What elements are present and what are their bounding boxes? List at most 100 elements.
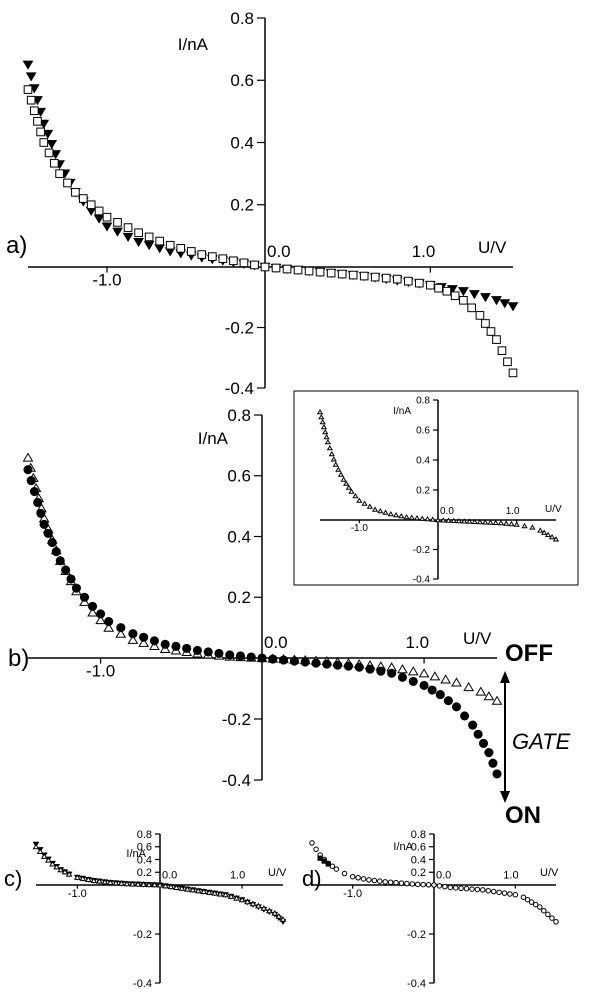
data-point [118, 880, 125, 886]
data-point [497, 519, 505, 526]
data-point [257, 653, 267, 663]
data-point [321, 858, 327, 864]
data-point [371, 506, 379, 512]
x-tick-label: -1.0 [86, 662, 115, 681]
data-point [315, 267, 325, 277]
y-tick-label: 0.8 [416, 396, 430, 407]
data-point [528, 899, 535, 905]
data-point [466, 518, 473, 524]
data-point [520, 894, 527, 900]
x-tick-label: 0.0 [264, 633, 288, 652]
data-point [194, 887, 202, 894]
data-point [463, 885, 470, 892]
data-point [460, 711, 470, 721]
y-tick-label: -0.2 [413, 545, 431, 556]
x-tick-label: 1.0 [412, 242, 436, 261]
data-point [403, 513, 410, 520]
data-point [55, 556, 65, 566]
data-point [246, 652, 256, 662]
panel-b-x-axis-label: U/V [463, 629, 492, 648]
data-point [337, 269, 347, 279]
panel-d-label: d) [302, 866, 322, 891]
data-point [387, 879, 394, 885]
data-point [485, 887, 491, 894]
data-point [289, 656, 299, 666]
data-point [94, 206, 104, 216]
data-point [483, 691, 495, 701]
data-point [382, 509, 389, 515]
data-point [304, 266, 314, 276]
panel-c-axes: -1.0 0.0 1.0 0.80.60.40.2 -0.2 -0.4 [36, 829, 283, 990]
inset-frame [293, 390, 579, 586]
data-point [359, 271, 369, 281]
data-point [88, 601, 98, 611]
y-tick-label: 0.6 [411, 842, 426, 854]
data-point [53, 863, 61, 870]
data-point [469, 886, 475, 892]
y-tick-label: -0.2 [407, 929, 426, 941]
data-point [244, 898, 251, 905]
data-point [55, 169, 64, 178]
data-point [503, 520, 510, 526]
data-point [442, 286, 452, 296]
data-point [484, 748, 494, 758]
data-point [501, 890, 508, 896]
data-point [451, 677, 462, 687]
panel-c-series-1 [32, 843, 287, 922]
data-point [393, 879, 399, 886]
data-point [365, 664, 375, 674]
data-point [43, 528, 53, 539]
data-point [47, 538, 57, 548]
data-point [541, 907, 547, 914]
data-point [182, 643, 192, 653]
data-point [482, 519, 489, 525]
panel-a-x-axis-label: U/V [478, 238, 507, 257]
data-point [473, 729, 483, 739]
data-point [492, 335, 501, 344]
data-point [203, 647, 213, 657]
data-point [541, 529, 548, 535]
data-point [345, 484, 352, 490]
data-point [424, 515, 431, 522]
data-point [86, 200, 96, 210]
data-point [492, 769, 502, 779]
data-point [478, 738, 489, 748]
data-point [377, 507, 384, 514]
data-point [208, 252, 217, 261]
data-point [222, 891, 229, 898]
off-state-label: OFF [505, 640, 553, 667]
data-point [79, 592, 90, 602]
data-point [450, 291, 460, 301]
panel-c-label: c) [4, 866, 22, 891]
data-point [238, 896, 246, 903]
panel-inset-axes: -1.0 0.0 1.0 0.8 0.6 0.4 0.2 -0.2 -0.4 [320, 396, 556, 586]
x-tick-label: 0.0 [267, 242, 291, 261]
data-point [377, 878, 383, 884]
data-point [324, 438, 331, 445]
data-point [189, 886, 197, 893]
data-point [458, 287, 469, 297]
y-tick-label: -0.4 [222, 771, 251, 790]
data-point [382, 879, 388, 885]
data-point [407, 666, 419, 676]
x-tick-label: 1.0 [503, 869, 518, 881]
data-point [293, 265, 303, 275]
data-point [408, 676, 418, 686]
x-tick-label: 0.0 [440, 506, 454, 517]
data-point [78, 194, 88, 203]
x-tick-label: 0.0 [162, 869, 177, 881]
data-point [103, 622, 115, 632]
data-point [22, 452, 34, 462]
data-point [128, 629, 138, 639]
data-point [309, 840, 315, 846]
data-point [330, 456, 337, 462]
data-point [183, 885, 191, 892]
x-tick-label: 1.0 [405, 633, 429, 652]
data-point [475, 311, 485, 320]
data-point [491, 695, 503, 705]
data-point [22, 60, 34, 70]
data-point [134, 228, 143, 238]
data-point [123, 880, 131, 887]
data-point [235, 651, 246, 661]
